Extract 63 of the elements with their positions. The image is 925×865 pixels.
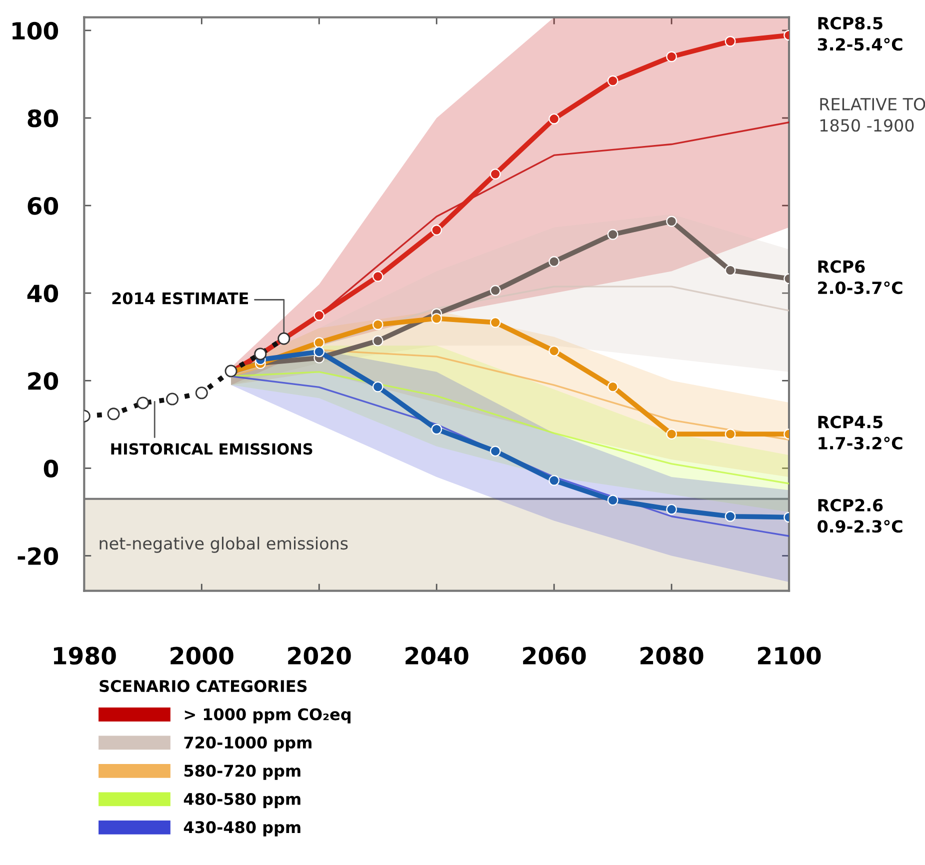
point xyxy=(431,224,442,236)
point xyxy=(490,285,501,296)
annotation: RCP6 2.0-3.7°C xyxy=(818,260,902,294)
point xyxy=(548,475,560,486)
x-tick-label: 2060 xyxy=(523,646,586,665)
point xyxy=(278,332,290,345)
point xyxy=(666,51,677,62)
x-tick-label: 2080 xyxy=(640,646,704,665)
point xyxy=(372,335,384,346)
point xyxy=(107,408,120,420)
point xyxy=(666,428,677,440)
point xyxy=(195,386,208,400)
x-tick-label: 2040 xyxy=(406,646,468,665)
point xyxy=(607,229,618,240)
legend-label: 580-720 ppm xyxy=(184,764,300,780)
point xyxy=(431,424,442,435)
annotation: 2014 ESTIMATE xyxy=(112,292,248,304)
annotation: RCP4.5 1.7-3.2°C xyxy=(818,416,902,450)
x-tick-label: 1980 xyxy=(54,646,116,665)
point xyxy=(314,310,325,321)
point xyxy=(166,392,179,406)
point xyxy=(607,75,618,86)
point xyxy=(372,271,384,282)
annotation: RCP2.6 0.9-2.3°C xyxy=(818,498,902,533)
x-tick-label: 2020 xyxy=(288,646,351,665)
y-tick-label: 60 xyxy=(28,196,58,215)
point xyxy=(372,381,384,392)
y-tick-label: 0 xyxy=(44,460,58,478)
legend-label: > 1000 ppm CO₂eq xyxy=(184,708,350,724)
point xyxy=(724,264,736,276)
point xyxy=(607,381,618,392)
point xyxy=(666,216,677,227)
band-label: net-negative global emissions xyxy=(100,536,348,553)
text: RELATIVE TO 1850 -1900 xyxy=(820,98,925,132)
x-tick-label: 2000 xyxy=(170,646,234,665)
point xyxy=(372,319,384,330)
point xyxy=(490,317,501,328)
legend-title: SCENARIO CATEGORIES xyxy=(100,680,307,692)
annotation: HISTORICAL EMISSIONS xyxy=(111,443,312,455)
legend-label: 720-1000 ppm xyxy=(184,736,312,752)
point xyxy=(314,346,325,358)
x-tick-label: 2100 xyxy=(758,646,821,665)
point xyxy=(136,396,150,410)
point xyxy=(607,494,618,506)
point xyxy=(490,168,501,180)
point xyxy=(666,504,677,515)
point xyxy=(724,36,736,47)
point xyxy=(548,256,560,267)
point xyxy=(548,113,560,124)
y-tick-label: 80 xyxy=(28,109,58,128)
point xyxy=(548,345,560,356)
annotation: RCP8.5 3.2-5.4°C xyxy=(818,16,902,51)
y-tick-label: -20 xyxy=(18,547,58,566)
point xyxy=(431,313,442,324)
y-tick-label: 100 xyxy=(12,22,58,40)
legend-label: 480-580 ppm xyxy=(184,792,300,808)
point xyxy=(724,510,736,522)
legend-label: 430-480 ppm xyxy=(184,821,300,836)
y-tick-label: 40 xyxy=(27,284,58,302)
point xyxy=(490,446,501,457)
point xyxy=(724,428,736,440)
point xyxy=(314,337,325,348)
y-tick-label: 20 xyxy=(28,372,58,390)
